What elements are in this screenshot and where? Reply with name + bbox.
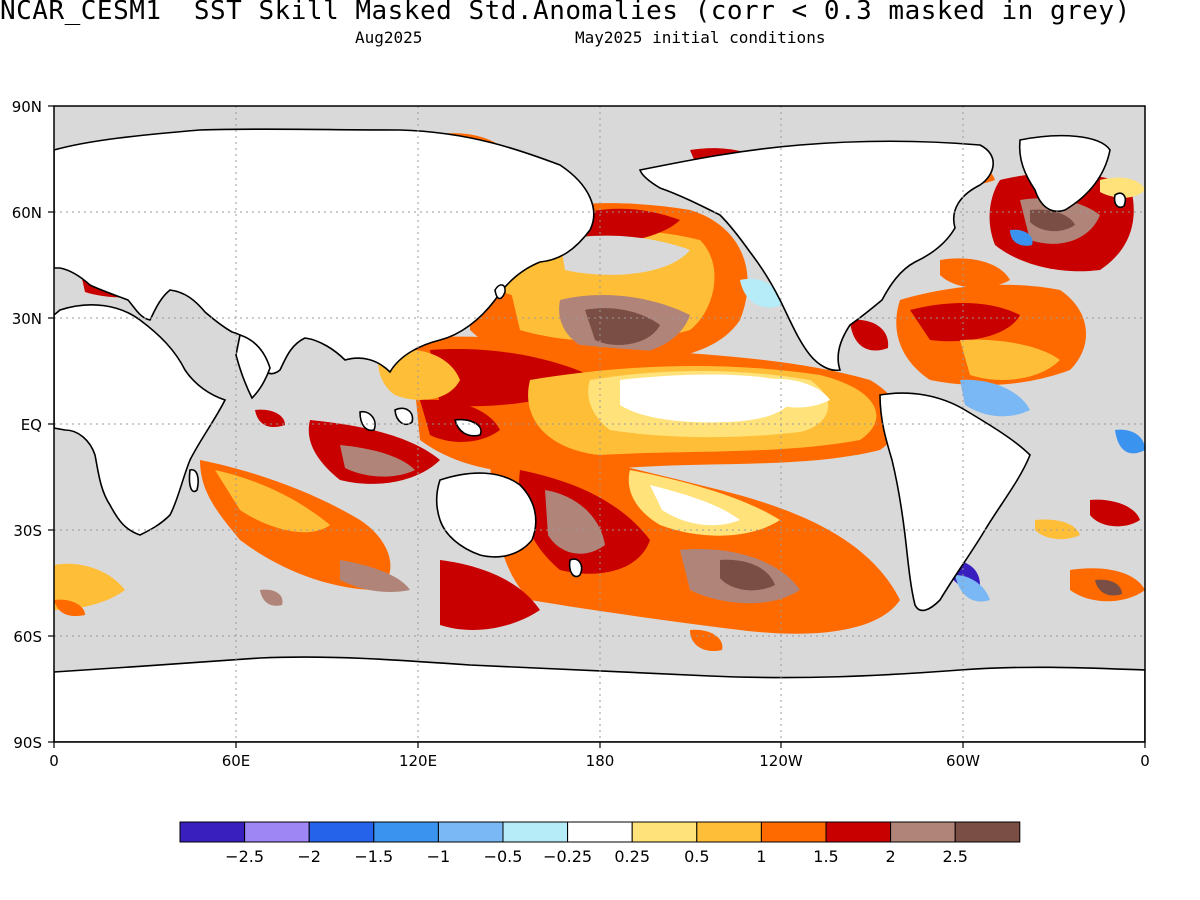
colorbar-label: −2	[297, 847, 321, 866]
colorbar-swatch	[631, 821, 698, 843]
colorbar-label: 2	[886, 847, 896, 866]
lon-label: 120E	[399, 752, 437, 770]
land-madagascar	[188, 468, 199, 493]
land-sumatra	[359, 410, 376, 432]
anomaly-southern-ocean	[54, 563, 723, 652]
lat-label: 90N	[12, 98, 42, 116]
land-africa	[54, 304, 227, 536]
colorbar-label: 0.5	[684, 847, 709, 866]
valid-month-label: Aug2025	[355, 28, 423, 47]
colorbar-label: 1.5	[813, 847, 838, 866]
colorbar-label: −1	[427, 847, 451, 866]
land-south-america	[879, 392, 1031, 612]
colorbar-swatch	[760, 821, 827, 843]
land-north-america	[638, 140, 994, 372]
lat-label: 30N	[12, 310, 42, 328]
colorbar-label: −1.5	[354, 847, 393, 866]
colorbar: −2.5 −2 −1.5 −1 −0.5 −0.25 0.25 0.5 1 1.5 2 2.5	[179, 821, 1021, 866]
land-japan	[494, 284, 506, 300]
colorbar-label: −0.25	[543, 847, 592, 866]
land-india	[235, 333, 271, 400]
anomaly-atlantic-tropics	[945, 379, 1145, 602]
colorbar-label: 2.5	[942, 847, 967, 866]
lon-label: 0	[49, 752, 59, 770]
land-greenland	[1018, 134, 1111, 212]
anomaly-south-pacific	[440, 440, 900, 634]
colorbar-swatch	[954, 821, 1021, 843]
anomaly-indian-ocean	[200, 409, 440, 592]
lon-label: 0	[1140, 752, 1150, 770]
colorbar-label: 0.25	[614, 847, 650, 866]
colorbar-swatch	[502, 821, 569, 843]
lon-label: 60W	[946, 752, 980, 770]
land-antarctica	[54, 656, 1145, 742]
colorbar-swatch	[308, 821, 375, 843]
tick-marks	[48, 105, 1146, 748]
colorbar-swatch	[696, 821, 762, 843]
anomaly-north-atlantic	[850, 173, 1145, 386]
longitude-labels: 0 60E 120E 180 120W 60W 0	[49, 752, 1150, 770]
land-borneo	[394, 407, 414, 426]
colorbar-label: −0.5	[484, 847, 523, 866]
lon-label: 180	[586, 752, 615, 770]
colorbar-swatch	[437, 821, 504, 843]
lat-label: 60N	[12, 204, 42, 222]
land-masses	[54, 128, 1145, 742]
lat-label: 60S	[13, 628, 42, 646]
colorbar-swatch	[244, 821, 310, 843]
anomaly-tropical-pacific	[410, 336, 900, 474]
colorbar-label: 1	[756, 847, 766, 866]
initial-conditions-label: May2025 initial conditions	[575, 28, 826, 47]
colorbar-swatch	[179, 821, 246, 843]
lon-label: 60E	[222, 752, 251, 770]
land-new-zealand	[568, 558, 583, 578]
latitude-labels: 90N 60N 30N EQ 30S 60S 90S	[12, 98, 42, 752]
lat-label: 90S	[13, 734, 42, 752]
grid-lines	[54, 106, 1145, 742]
colorbar-swatch	[373, 821, 439, 843]
lat-label: EQ	[21, 416, 42, 434]
land-british-isles	[1113, 192, 1127, 209]
colorbar-swatch	[567, 821, 633, 843]
land-australia	[435, 472, 537, 558]
colorbar-swatch	[890, 821, 956, 843]
lon-label: 120W	[759, 752, 803, 770]
land-eurasia	[54, 128, 595, 375]
colorbar-label: −2.5	[225, 847, 264, 866]
map-title: NCAR_CESM1 SST Skill Masked Std.Anomalie…	[0, 0, 1131, 26]
colorbar-swatch	[825, 821, 892, 843]
lat-label: 30S	[13, 522, 42, 540]
